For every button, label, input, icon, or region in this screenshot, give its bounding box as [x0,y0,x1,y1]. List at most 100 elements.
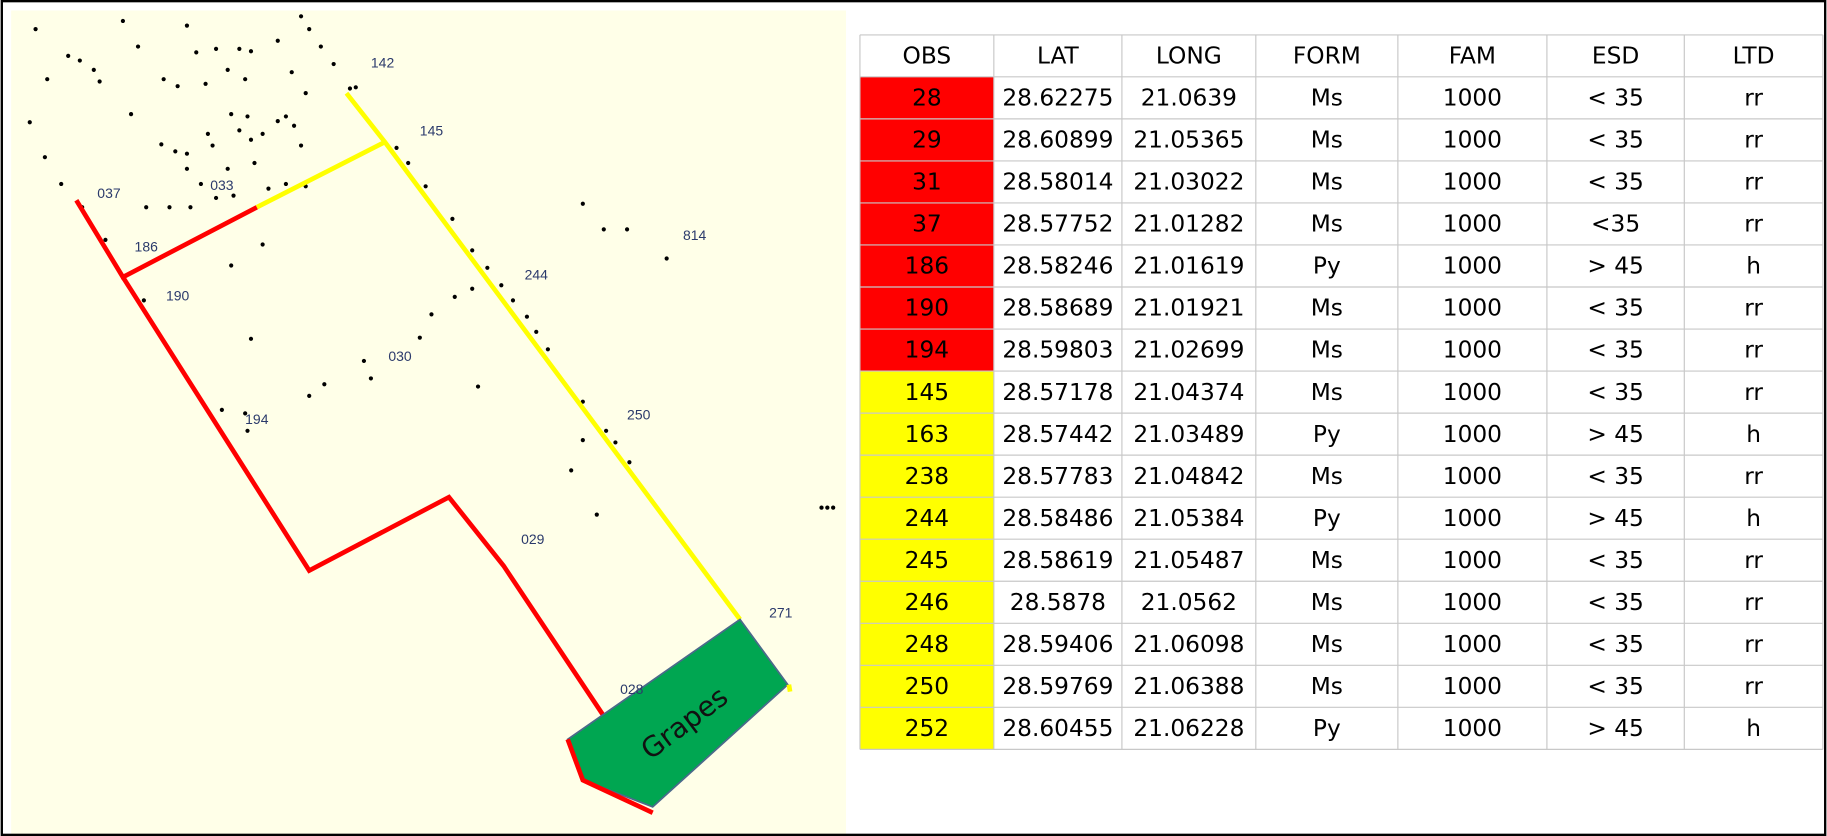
point [524,314,530,319]
point [144,205,149,210]
point [470,248,475,253]
point [475,384,481,389]
point [184,23,190,28]
map-label: 814 [683,227,707,243]
point [417,335,422,340]
table-cell: Ms [1311,295,1343,322]
point [627,460,632,465]
point [225,67,230,72]
table-cell: 28.57783 [1002,463,1113,490]
point [470,286,475,291]
point [353,85,358,90]
table-cell: 28.59406 [1002,631,1113,658]
table-cell: 37 [912,211,942,238]
table-cell: 21.02699 [1133,337,1244,364]
table-cell: 163 [905,421,949,448]
table-cell: 194 [905,337,949,364]
table-cell: 21.03022 [1133,169,1244,196]
table-cell: 1000 [1443,169,1502,196]
table-cell: < 35 [1587,169,1644,196]
row-highlight [859,623,994,666]
point [298,143,304,148]
point [318,44,323,49]
map-label: 250 [627,406,651,422]
point [569,468,574,473]
table-cell: Ms [1311,337,1343,364]
table-cell: < 35 [1587,673,1644,700]
point [307,27,312,32]
table-cell: < 35 [1587,85,1644,112]
row-highlight [859,371,994,414]
map-label: 029 [521,531,545,547]
table-cell: Ms [1311,631,1343,658]
table-cell: 28.57178 [1002,379,1113,406]
point [510,298,516,303]
point [66,53,71,58]
point [203,81,208,86]
point [452,294,457,300]
point [219,407,224,412]
table-cell: 21.0639 [1141,85,1237,112]
table-cell: Ms [1311,463,1343,490]
table-cell: 21.0562 [1141,589,1237,616]
map-label: 271 [769,604,793,620]
table-cell: Py [1313,253,1341,280]
point [450,216,455,221]
point [594,512,599,517]
point [248,137,254,142]
point [298,14,304,19]
point [291,123,297,128]
map-label: 186 [135,239,159,255]
point [604,428,609,433]
table-cell: 21.05487 [1133,547,1244,574]
table-cell: 1000 [1443,253,1502,280]
row-highlight [859,707,994,750]
map-label: 244 [525,267,549,283]
point [141,298,146,303]
yellow-boundary [786,684,793,693]
row-highlight [859,413,994,456]
point [237,128,242,133]
table-cell: 21.06388 [1133,673,1244,700]
point [229,112,234,117]
table-cell: 21.06098 [1133,631,1244,658]
red-boundary [74,199,258,281]
table-cell: < 35 [1587,127,1644,154]
point [601,227,606,232]
point [248,336,254,341]
point [275,38,280,43]
point [245,114,250,119]
point [188,205,193,210]
point [831,505,836,510]
table-cell: 238 [905,463,949,490]
point [423,184,428,189]
point [283,181,289,187]
table-cell: 1000 [1443,211,1502,238]
table-cell: h [1746,715,1761,742]
map-label: 145 [420,122,444,138]
table-cell: rr [1744,547,1763,574]
map-label: 030 [388,348,412,364]
table-cell: Ms [1311,379,1343,406]
point [42,155,47,160]
table-cell: 21.06228 [1133,715,1244,742]
table-cell: rr [1744,127,1763,154]
map-label: 142 [371,55,395,71]
red-boundary [565,738,654,815]
point [77,58,82,63]
point [213,195,219,201]
point [159,142,164,147]
table-cell: Ms [1311,127,1343,154]
point [613,440,618,445]
point [120,18,126,24]
point [580,438,585,443]
map-label: 028 [620,681,644,697]
point [243,77,248,82]
point [624,227,630,232]
table-cell: 186 [905,253,949,280]
table-cell: 250 [905,673,949,700]
point [485,265,490,270]
point [59,181,64,187]
point [225,166,230,171]
column-header: LAT [1037,43,1080,70]
